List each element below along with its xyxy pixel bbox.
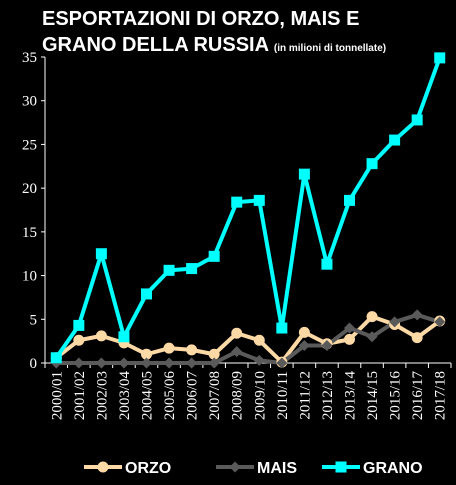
legend-label-grano: GRANO [363,460,423,477]
y-tick-label: 35 [22,50,37,66]
data-point-grano [434,52,446,64]
data-point-grano [276,322,288,334]
data-point-grano [321,258,333,270]
data-point-mais [73,357,85,369]
data-point-grano [366,158,378,170]
y-tick-label: 0 [30,356,38,372]
x-tick-label: 2013/14 [343,371,359,421]
data-point-mais [366,331,378,343]
y-tick-label: 30 [22,94,37,110]
data-point-orzo [411,332,423,344]
data-point-orzo [366,311,378,323]
data-point-grano [95,248,107,260]
x-tick-label: 2000/01 [49,371,65,420]
data-point-grano [344,194,355,206]
chart-title: ESPORTAZIONI DI ORZO, MAIS E GRANO DELLA… [42,6,386,62]
x-tick-label: 2002/03 [94,371,110,420]
data-point-orzo [253,334,265,346]
data-point-orzo [298,326,310,338]
chart-title-line-2: GRANO DELLA RUSSIA [42,34,269,56]
x-tick-label: 2007/08 [207,371,223,420]
x-tick-label: 2005/06 [162,371,178,421]
x-tick-label: 2008/09 [230,371,246,420]
data-point-mais [95,357,107,369]
data-point-mais [163,357,175,369]
data-point-grano [208,250,220,262]
data-point-grano [73,319,85,331]
data-point-grano [253,194,265,206]
chart-subtitle: (in milioni di tonnellate) [273,43,387,54]
data-point-mais [434,316,446,328]
x-tick-label: 2009/10 [252,371,268,420]
data-point-grano [389,134,401,146]
x-tick-label: 2006/07 [185,371,201,421]
data-point-orzo [73,334,85,346]
x-tick-label: 2017/18 [433,371,449,420]
x-tick-label: 2012/13 [320,371,336,420]
data-point-orzo [208,348,220,360]
data-point-orzo [163,342,175,354]
y-tick-label: 5 [30,312,38,328]
data-point-grano [298,168,310,180]
data-point-grano [231,196,243,208]
legend-marker-grano [335,461,347,473]
data-point-mais [253,354,265,366]
data-point-mais [344,322,355,334]
data-point-grano [186,263,198,275]
data-point-mais [276,357,288,369]
x-tick-label: 2016/17 [410,371,426,421]
data-point-orzo [344,333,355,345]
legend-marker-mais [229,461,241,473]
data-point-grano [50,352,62,364]
legend-label-mais: MAIS [257,460,297,477]
data-point-grano [141,288,152,300]
data-point-mais [118,357,130,369]
x-tick-label: 2004/05 [140,371,156,420]
y-tick-label: 25 [22,137,37,153]
data-point-orzo [95,330,107,342]
x-tick-label: 2001/02 [72,371,88,420]
data-point-mais [389,316,401,328]
data-point-orzo [231,327,243,339]
x-tick-label: 2003/04 [117,371,133,421]
data-point-grano [411,114,423,126]
y-tick-label: 20 [22,181,37,197]
data-point-mais [411,309,423,321]
data-point-mais [141,357,152,369]
y-tick-label: 15 [22,225,37,241]
x-tick-label: 2010/11 [275,371,291,420]
x-tick-label: 2015/16 [388,371,404,421]
data-point-mais [208,357,220,369]
x-tick-label: 2014/15 [365,371,381,420]
chart-title-line-1: ESPORTAZIONI DI ORZO, MAIS E [42,8,360,30]
data-point-mais [186,357,198,369]
data-point-mais [231,346,243,358]
x-tick-label: 2011/12 [297,371,313,420]
legend-marker-orzo [97,461,109,473]
y-tick-label: 10 [22,269,37,285]
data-point-mais [298,340,310,352]
data-point-orzo [141,348,152,360]
data-point-mais [321,340,333,352]
data-point-grano [118,331,130,343]
series-line-grano [54,57,442,359]
legend-label-orzo: ORZO [125,460,171,477]
data-point-grano [163,264,175,276]
data-point-orzo [186,344,198,356]
